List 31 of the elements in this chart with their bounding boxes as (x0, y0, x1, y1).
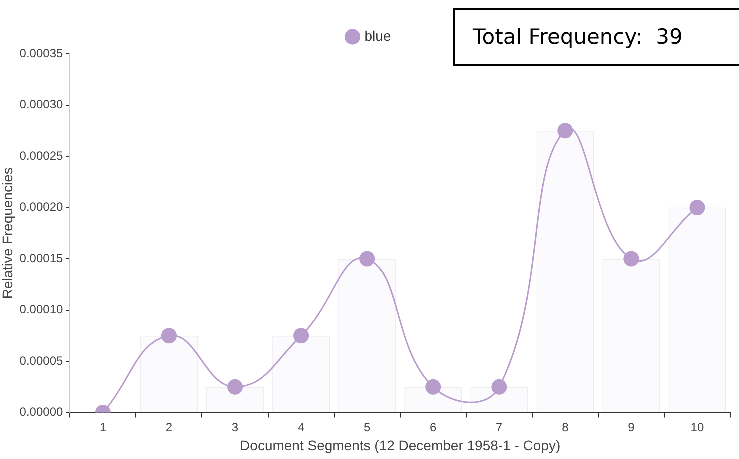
point (161, 328, 177, 344)
y-tick-label: 0.00030 (20, 98, 64, 112)
x-tick-label: 1 (100, 420, 107, 434)
point (690, 200, 706, 216)
point (558, 123, 574, 139)
point (294, 328, 310, 344)
y-tick-label: 0.00010 (20, 302, 64, 317)
y-tick-label: 0.00035 (20, 46, 64, 60)
x-tick-label: 6 (430, 420, 438, 434)
x-tick-label: 4 (298, 420, 305, 434)
x-tick-label: 9 (628, 420, 636, 434)
text-box: Total Frequency: 39 (453, 8, 739, 66)
y-axis-title: Relative Frequencies (0, 168, 16, 300)
point (228, 379, 244, 395)
y-tick-label: 0.00025 (20, 148, 64, 163)
x-tick-label: 7 (496, 420, 504, 434)
point (426, 379, 442, 395)
x-tick-label: 3 (232, 420, 239, 434)
point (624, 251, 640, 267)
y-tick-label: 0.00000 (20, 405, 64, 420)
legend-label: blue (364, 28, 392, 44)
y-tick-label: 0.00005 (20, 354, 64, 368)
x-tick-label: 8 (562, 420, 570, 434)
x-tick-label: 2 (166, 420, 173, 434)
x-tick-label: 5 (364, 420, 371, 434)
y-tick-label: 0.00015 (20, 251, 64, 266)
point (360, 251, 376, 267)
x-axis-title: Document Segments (12 December 1958-1 - Copy) (240, 437, 561, 454)
x-tick-label: 10 (690, 420, 704, 434)
y-tick-label: 0.00020 (20, 200, 64, 214)
point (492, 379, 508, 395)
